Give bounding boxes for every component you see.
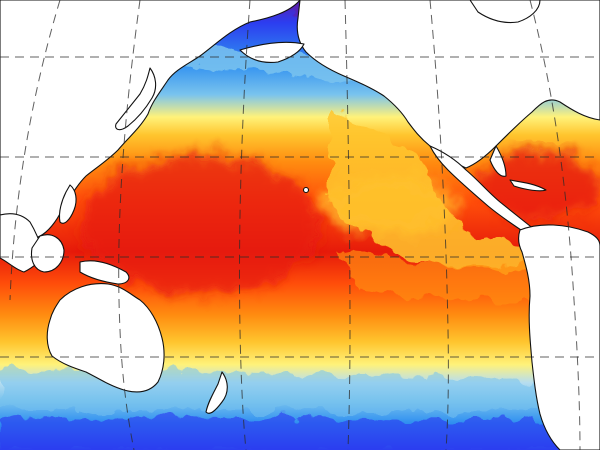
- new-zealand-islands: [205, 371, 228, 414]
- west-pacific-warm-pool: [80, 155, 320, 295]
- borneo-island: [30, 234, 65, 273]
- longitude-line-5: [9, 0, 61, 301]
- longitude-line-4: [429, 0, 449, 450]
- asia-landmass: [0, 0, 301, 251]
- south-america-landmass: [518, 224, 600, 450]
- australia-landmass: [46, 283, 165, 393]
- hawaii-islands: [302, 186, 310, 194]
- southern-ocean-cold: [0, 417, 600, 450]
- equatorial-band: [340, 250, 540, 300]
- new-guinea-island: [79, 260, 130, 285]
- florida-peninsula: [489, 145, 507, 177]
- longitude-line-6: [529, 0, 581, 450]
- cuba-island: [509, 179, 547, 192]
- longitude-line-2: [238, 0, 251, 450]
- longitude-line-1: [118, 0, 141, 450]
- caribbean-warm-region: [480, 150, 600, 220]
- philippines-islands: [58, 184, 77, 224]
- north-pacific-subpolar: [140, 47, 460, 120]
- longitude-line-3: [344, 0, 351, 450]
- arctic-islands: [469, 0, 541, 24]
- subtropical-northeast-pacific: [320, 175, 460, 235]
- japan-islands: [115, 67, 157, 131]
